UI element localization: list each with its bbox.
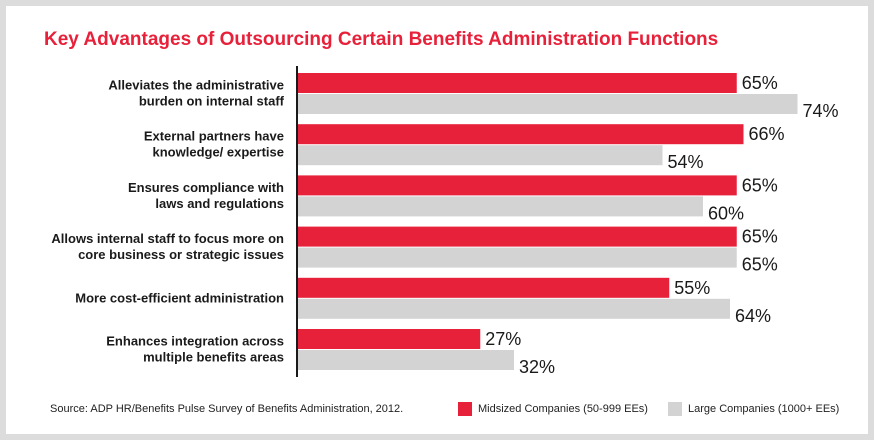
bar-midsized [298, 226, 737, 247]
bar-chart: Alleviates the administrative burden on i… [51, 66, 839, 377]
bar-large [298, 298, 730, 319]
value-label-midsized: 65% [742, 73, 778, 93]
legend-label-midsized: Midsized Companies (50-999 EEs) [478, 403, 648, 415]
value-label-large: 60% [708, 203, 744, 223]
category-label: More cost-efficient administration [75, 290, 284, 305]
legend-item-large: Large Companies (1000+ EEs) [668, 401, 839, 417]
category-label: Allows internal staff to focus more on co… [51, 231, 284, 262]
value-label-midsized: 27% [485, 329, 521, 349]
category-label: Ensures compliance with laws and regulati… [128, 180, 284, 211]
category-label: Alleviates the administrative burden on i… [108, 78, 284, 109]
legend-swatch-midsized [458, 402, 472, 416]
source-note: Source: ADP HR/Benefits Pulse Survey of … [50, 403, 404, 415]
category-label: External partners have knowledge/ experti… [144, 129, 284, 160]
value-label-midsized: 65% [742, 227, 778, 247]
category-label: Enhances integration across multiple bene… [106, 334, 284, 365]
bar-large [298, 350, 514, 370]
legend-label-large: Large Companies (1000+ EEs) [688, 403, 840, 415]
bar-large [298, 145, 663, 166]
value-label-large: 74% [803, 101, 839, 121]
value-label-large: 54% [668, 152, 704, 172]
bar-midsized [298, 277, 670, 298]
value-label-large: 64% [735, 306, 771, 326]
value-label-midsized: 65% [742, 175, 778, 195]
legend-swatch-large [668, 402, 682, 416]
bar-midsized [298, 73, 737, 93]
bar-midsized [298, 175, 737, 196]
value-label-large: 32% [519, 357, 555, 377]
bar-midsized [298, 329, 481, 349]
bar-large [298, 247, 737, 268]
legend-item-midsized: Midsized Companies (50-999 EEs) [458, 401, 648, 417]
bar-midsized [298, 124, 744, 145]
bar-large [298, 196, 703, 217]
value-label-large: 65% [742, 255, 778, 275]
bar-large [298, 94, 798, 114]
chart-title: Key Advantages of Outsourcing Certain Be… [44, 29, 719, 50]
value-label-midsized: 66% [749, 124, 785, 144]
value-label-midsized: 55% [674, 278, 710, 298]
